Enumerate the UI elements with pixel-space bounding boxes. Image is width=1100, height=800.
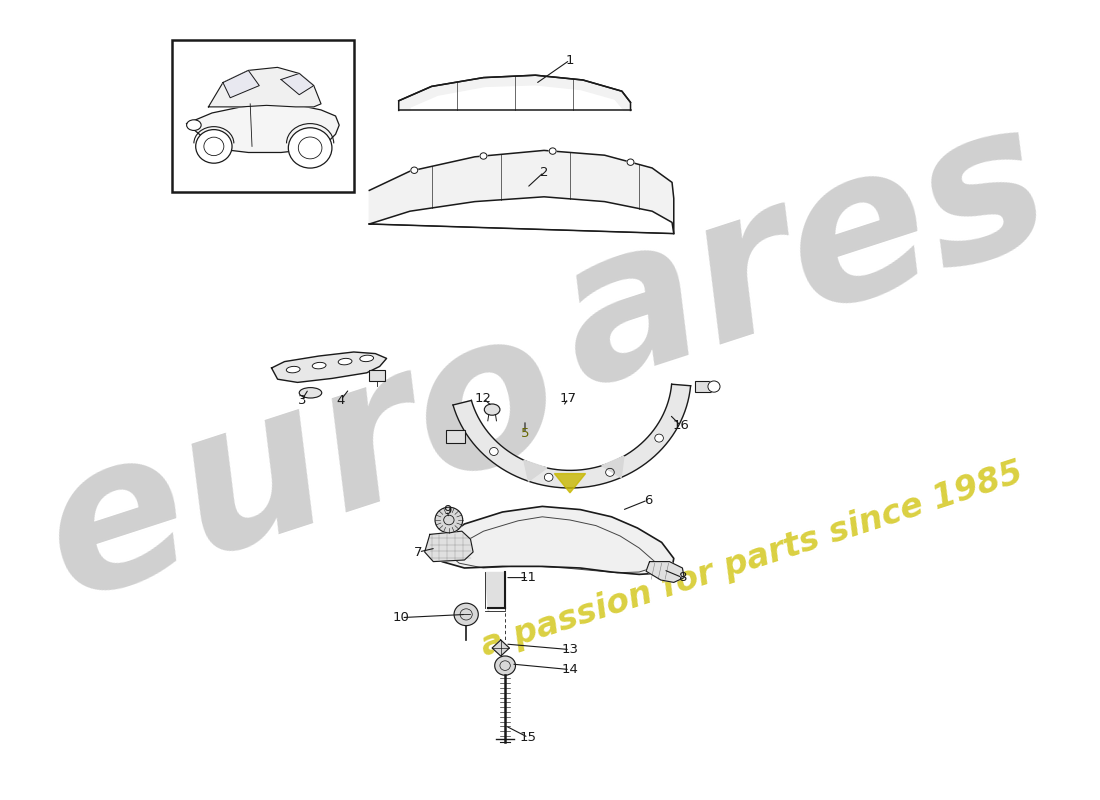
Text: 9: 9 — [443, 504, 451, 517]
Text: 15: 15 — [520, 731, 537, 744]
Polygon shape — [272, 352, 386, 382]
Polygon shape — [187, 104, 339, 153]
Text: 10: 10 — [393, 611, 409, 624]
Text: 13: 13 — [561, 643, 579, 656]
Text: 14: 14 — [561, 663, 579, 676]
Text: 11: 11 — [520, 571, 537, 584]
Circle shape — [454, 603, 478, 626]
Circle shape — [549, 148, 557, 154]
Polygon shape — [208, 67, 321, 107]
Text: 2: 2 — [540, 166, 548, 178]
Polygon shape — [282, 74, 314, 94]
Polygon shape — [223, 70, 260, 98]
Text: 3: 3 — [298, 394, 306, 406]
Circle shape — [298, 137, 322, 159]
Ellipse shape — [606, 468, 614, 476]
Circle shape — [196, 130, 232, 163]
Circle shape — [288, 128, 332, 168]
Text: 12: 12 — [475, 392, 492, 405]
FancyBboxPatch shape — [695, 381, 711, 392]
Circle shape — [204, 137, 224, 156]
Polygon shape — [453, 384, 691, 488]
Text: 16: 16 — [672, 419, 689, 432]
Ellipse shape — [544, 474, 553, 482]
Circle shape — [495, 656, 516, 675]
Text: 8: 8 — [679, 571, 686, 584]
Ellipse shape — [360, 355, 374, 362]
Polygon shape — [646, 562, 684, 582]
Bar — [172, 40, 354, 192]
Text: 7: 7 — [415, 546, 422, 558]
FancyBboxPatch shape — [446, 430, 465, 443]
Polygon shape — [485, 572, 505, 611]
Polygon shape — [436, 506, 674, 574]
Text: 17: 17 — [560, 392, 576, 405]
Ellipse shape — [484, 404, 499, 415]
Circle shape — [627, 159, 634, 166]
Circle shape — [480, 153, 487, 159]
Text: euro: euro — [20, 287, 584, 641]
Polygon shape — [524, 460, 547, 482]
Polygon shape — [398, 75, 630, 110]
Polygon shape — [492, 640, 509, 656]
Ellipse shape — [312, 362, 326, 369]
Circle shape — [708, 381, 720, 392]
Polygon shape — [370, 150, 674, 234]
Ellipse shape — [286, 366, 300, 373]
Ellipse shape — [187, 120, 201, 130]
Ellipse shape — [490, 447, 498, 455]
Circle shape — [410, 167, 418, 174]
Text: 6: 6 — [644, 494, 652, 506]
Polygon shape — [425, 531, 473, 562]
Ellipse shape — [654, 434, 663, 442]
Text: ares: ares — [534, 83, 1072, 429]
Text: 1: 1 — [565, 54, 574, 66]
Polygon shape — [554, 474, 585, 493]
FancyBboxPatch shape — [370, 370, 385, 381]
Text: 4: 4 — [337, 394, 345, 406]
Circle shape — [434, 507, 463, 533]
Polygon shape — [602, 456, 624, 478]
Text: a passion for parts since 1985: a passion for parts since 1985 — [476, 457, 1026, 663]
Ellipse shape — [299, 387, 321, 398]
Text: 5: 5 — [520, 427, 529, 440]
Ellipse shape — [338, 358, 352, 365]
